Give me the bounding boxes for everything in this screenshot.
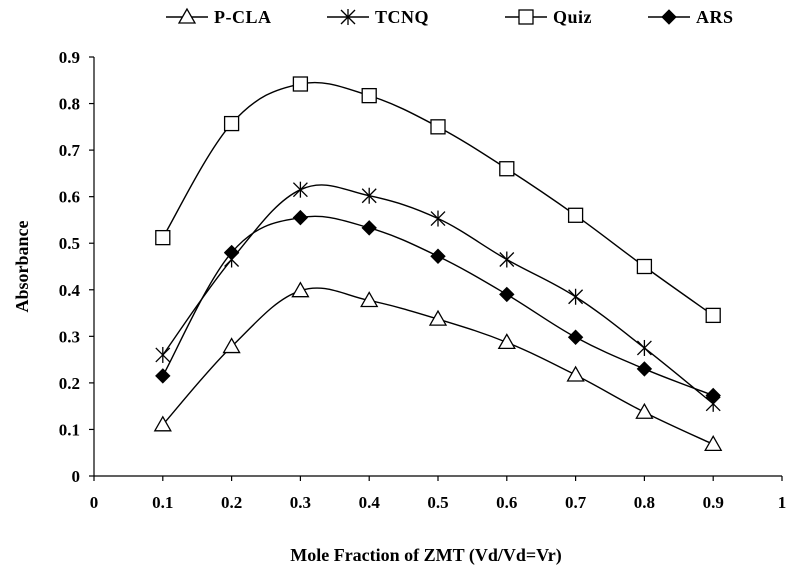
data-point-quiz	[636, 258, 653, 275]
data-point-p-cla	[497, 333, 516, 350]
data-point-ars	[223, 244, 240, 261]
series-tcnq	[155, 181, 721, 412]
x-axis-title: Mole Fraction of ZMT (Vd/Vd=Vr)	[290, 545, 562, 566]
x-tick-label: 0	[90, 493, 99, 512]
data-point-quiz	[567, 207, 584, 223]
x-tick-label: 0.1	[152, 493, 173, 512]
data-point-quiz	[155, 229, 171, 246]
x-tick-label: 0.3	[290, 493, 311, 512]
legend-marker-tcnq	[340, 9, 356, 25]
legend-label-p-cla: P-CLA	[214, 7, 272, 27]
data-point-ars	[705, 387, 721, 404]
legend-marker-quiz	[518, 9, 534, 25]
legend-item-quiz: Quiz	[505, 7, 592, 27]
legend-label-tcnq: TCNQ	[375, 7, 429, 27]
data-point-ars	[292, 209, 309, 226]
series-quiz	[155, 76, 721, 324]
data-point-tcnq	[361, 187, 377, 204]
y-tick-label: 0.8	[59, 95, 80, 114]
x-tick-label: 0.5	[427, 493, 448, 512]
y-tick-label: 0.5	[59, 234, 80, 253]
data-point-ars	[567, 329, 584, 345]
y-axis-title: Absorbance	[12, 220, 32, 312]
y-tick-label: 0.2	[59, 374, 80, 393]
data-point-p-cla	[635, 402, 654, 419]
data-point-quiz	[292, 76, 309, 92]
data-point-quiz	[223, 115, 240, 132]
legend-marker-ars	[661, 9, 677, 25]
x-tick-label: 1	[778, 493, 787, 512]
legend-marker-p-cla	[177, 7, 197, 24]
chart-legend: P-CLA TCNQ Quiz ARS	[166, 7, 734, 27]
legend-item-ars: ARS	[648, 7, 734, 27]
x-tick-label: 0.7	[565, 493, 587, 512]
x-tick-label: 0.9	[703, 493, 724, 512]
data-point-p-cla	[153, 415, 172, 432]
x-tick-label: 0.4	[359, 493, 381, 512]
data-point-tcnq	[430, 210, 446, 227]
series-line-quiz	[162, 81, 714, 316]
data-point-tcnq	[636, 339, 652, 356]
data-point-quiz	[499, 161, 515, 177]
y-tick-label: 0	[72, 467, 81, 486]
data-point-ars	[636, 361, 653, 377]
series-p-cla	[153, 281, 723, 451]
data-point-quiz	[705, 307, 721, 324]
plot-area	[153, 76, 723, 451]
data-point-tcnq	[499, 251, 515, 268]
data-point-tcnq	[155, 346, 171, 363]
data-point-tcnq	[568, 288, 584, 305]
y-tick-label: 0.1	[59, 420, 80, 439]
legend-item-p-cla: P-CLA	[166, 7, 272, 27]
series-ars	[155, 209, 721, 404]
x-tick-label: 0.6	[496, 493, 517, 512]
data-point-ars	[361, 220, 377, 236]
data-point-p-cla	[704, 435, 723, 451]
x-tick-label: 0.8	[634, 493, 655, 512]
y-tick-label: 0.6	[59, 188, 80, 207]
axis-ticks: 0 0.1 0.2 0.3 0.4 0.5 0.6 0.7 0.8 0.9 0 0.1 0.2 0.3 0.…	[59, 48, 787, 512]
y-tick-label: 0.7	[59, 141, 81, 160]
y-tick-label: 0.3	[59, 327, 80, 346]
y-tick-label: 0.9	[59, 48, 80, 67]
data-point-ars	[430, 248, 446, 264]
y-tick-label: 0.4	[59, 281, 81, 300]
data-point-p-cla	[360, 291, 379, 308]
data-point-p-cla	[428, 309, 448, 326]
data-point-ars	[155, 368, 171, 384]
data-point-ars	[499, 286, 515, 303]
legend-item-tcnq: TCNQ	[327, 7, 429, 27]
data-point-tcnq	[292, 181, 308, 198]
data-point-quiz	[361, 87, 377, 104]
data-point-p-cla	[291, 281, 310, 298]
legend-label-ars: ARS	[696, 7, 734, 27]
x-tick-label: 0.2	[221, 493, 242, 512]
data-point-p-cla	[566, 365, 585, 382]
legend-label-quiz: Quiz	[553, 7, 592, 27]
data-point-p-cla	[222, 337, 241, 354]
data-point-quiz	[430, 119, 446, 135]
